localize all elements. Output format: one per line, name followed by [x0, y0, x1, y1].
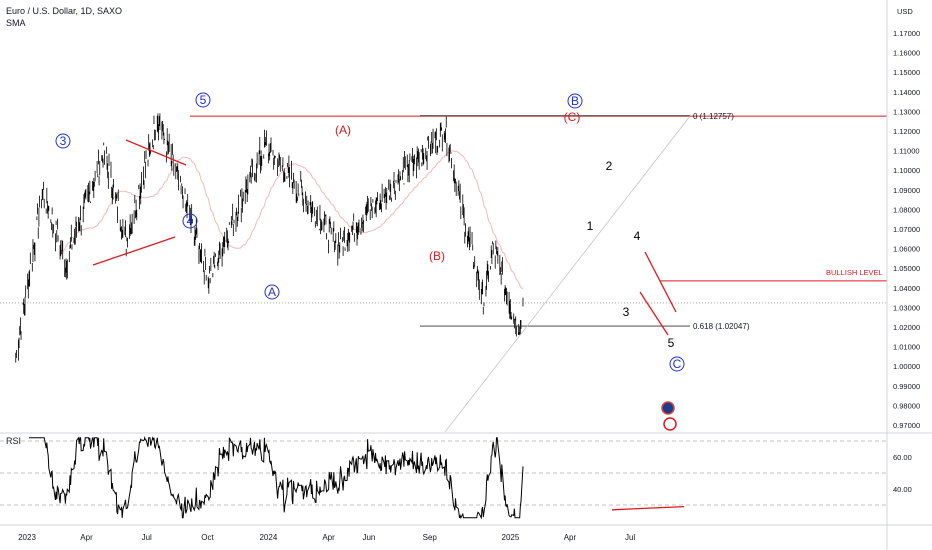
rsi-line: [29, 436, 524, 520]
x-tick-label: 2025: [502, 533, 520, 542]
y-tick-label: 1.00000: [893, 362, 920, 371]
price-axis-panel: [887, 0, 932, 550]
currency-label: USD: [897, 7, 913, 16]
y-tick-label: 1.11000: [893, 147, 920, 156]
y-tick-label: 1.13000: [893, 107, 920, 116]
x-tick-label: Apr: [564, 533, 577, 542]
us-flag-icon[interactable]: [663, 417, 677, 431]
event-icon[interactable]: [661, 401, 675, 415]
wave-circle: [182, 213, 198, 229]
x-tick-label: Apr: [80, 533, 93, 542]
x-tick-label: Jul: [625, 533, 635, 542]
fib-trend-line: [444, 115, 691, 433]
y-tick-label: 1.15000: [893, 68, 920, 77]
y-tick-label: 1.04000: [893, 284, 920, 293]
trendline: [125, 139, 187, 166]
x-tick-label: Jul: [142, 533, 152, 542]
wave-label: 1: [587, 219, 594, 233]
y-tick-label: 1.08000: [893, 205, 920, 214]
trendline: [639, 291, 669, 336]
y-tick-label: 1.05000: [893, 264, 920, 273]
y-tick-label: 1.12000: [893, 127, 920, 136]
symbol-title: Euro / U.S. Dollar, 1D, SAXO: [6, 6, 123, 16]
y-tick-label: 0.97000: [893, 421, 920, 430]
wave-label: 3: [623, 305, 630, 319]
wave-label: 5: [200, 93, 207, 107]
rsi-y-tick: 60.00: [893, 453, 912, 462]
x-tick-label: Jun: [362, 533, 375, 542]
y-tick-label: 1.09000: [893, 186, 920, 195]
wave-label: 4: [187, 214, 194, 228]
wave-circle: [195, 92, 211, 108]
y-tick-label: 1.01000: [893, 343, 920, 352]
y-tick-label: 0.98000: [893, 401, 920, 410]
y-tick-label: 0.99000: [893, 382, 920, 391]
x-tick-label: Apr: [322, 533, 335, 542]
fib-0-label: 0 (1.12757): [693, 112, 734, 121]
y-tick-label: 1.07000: [893, 225, 920, 234]
wave-circle: [55, 133, 71, 149]
rsi-title: RSI: [6, 436, 21, 446]
wave-label: A: [268, 285, 276, 299]
wave-label: 5: [668, 336, 675, 350]
trendline: [92, 236, 176, 266]
y-tick-label: 1.03000: [893, 303, 920, 312]
rsi-divergence-line: [611, 505, 685, 511]
trendline: [644, 251, 677, 313]
wave-circle: [669, 356, 685, 372]
x-tick-label: 2024: [259, 533, 277, 542]
wave-label: B: [571, 94, 579, 108]
wave-circle: [567, 93, 583, 109]
wave-circle: [264, 284, 280, 300]
wave-label: 4: [634, 229, 641, 243]
wave-label: 3: [60, 134, 67, 148]
x-tick-label: Oct: [201, 533, 214, 542]
y-tick-label: 1.14000: [893, 88, 920, 97]
fib-0618-label: 0.618 (1.02047): [693, 322, 750, 331]
y-tick-label: 1.17000: [893, 29, 920, 38]
indicator-label: SMA: [6, 18, 26, 28]
y-tick-label: 1.10000: [893, 166, 920, 175]
x-tick-label: 2023: [18, 533, 36, 542]
wave-label: (A): [335, 123, 351, 137]
y-tick-label: 1.06000: [893, 245, 920, 254]
x-tick-label: Sep: [423, 533, 438, 542]
wave-label: 2: [606, 159, 613, 173]
bullish-level-label: BULLISH LEVEL: [826, 268, 883, 277]
wave-label: (B): [429, 249, 445, 263]
y-tick-label: 1.16000: [893, 49, 920, 58]
wave-label: (C): [564, 110, 581, 124]
y-tick-label: 1.02000: [893, 323, 920, 332]
rsi-y-tick: 40.00: [893, 485, 912, 494]
wave-label: C: [673, 357, 682, 371]
